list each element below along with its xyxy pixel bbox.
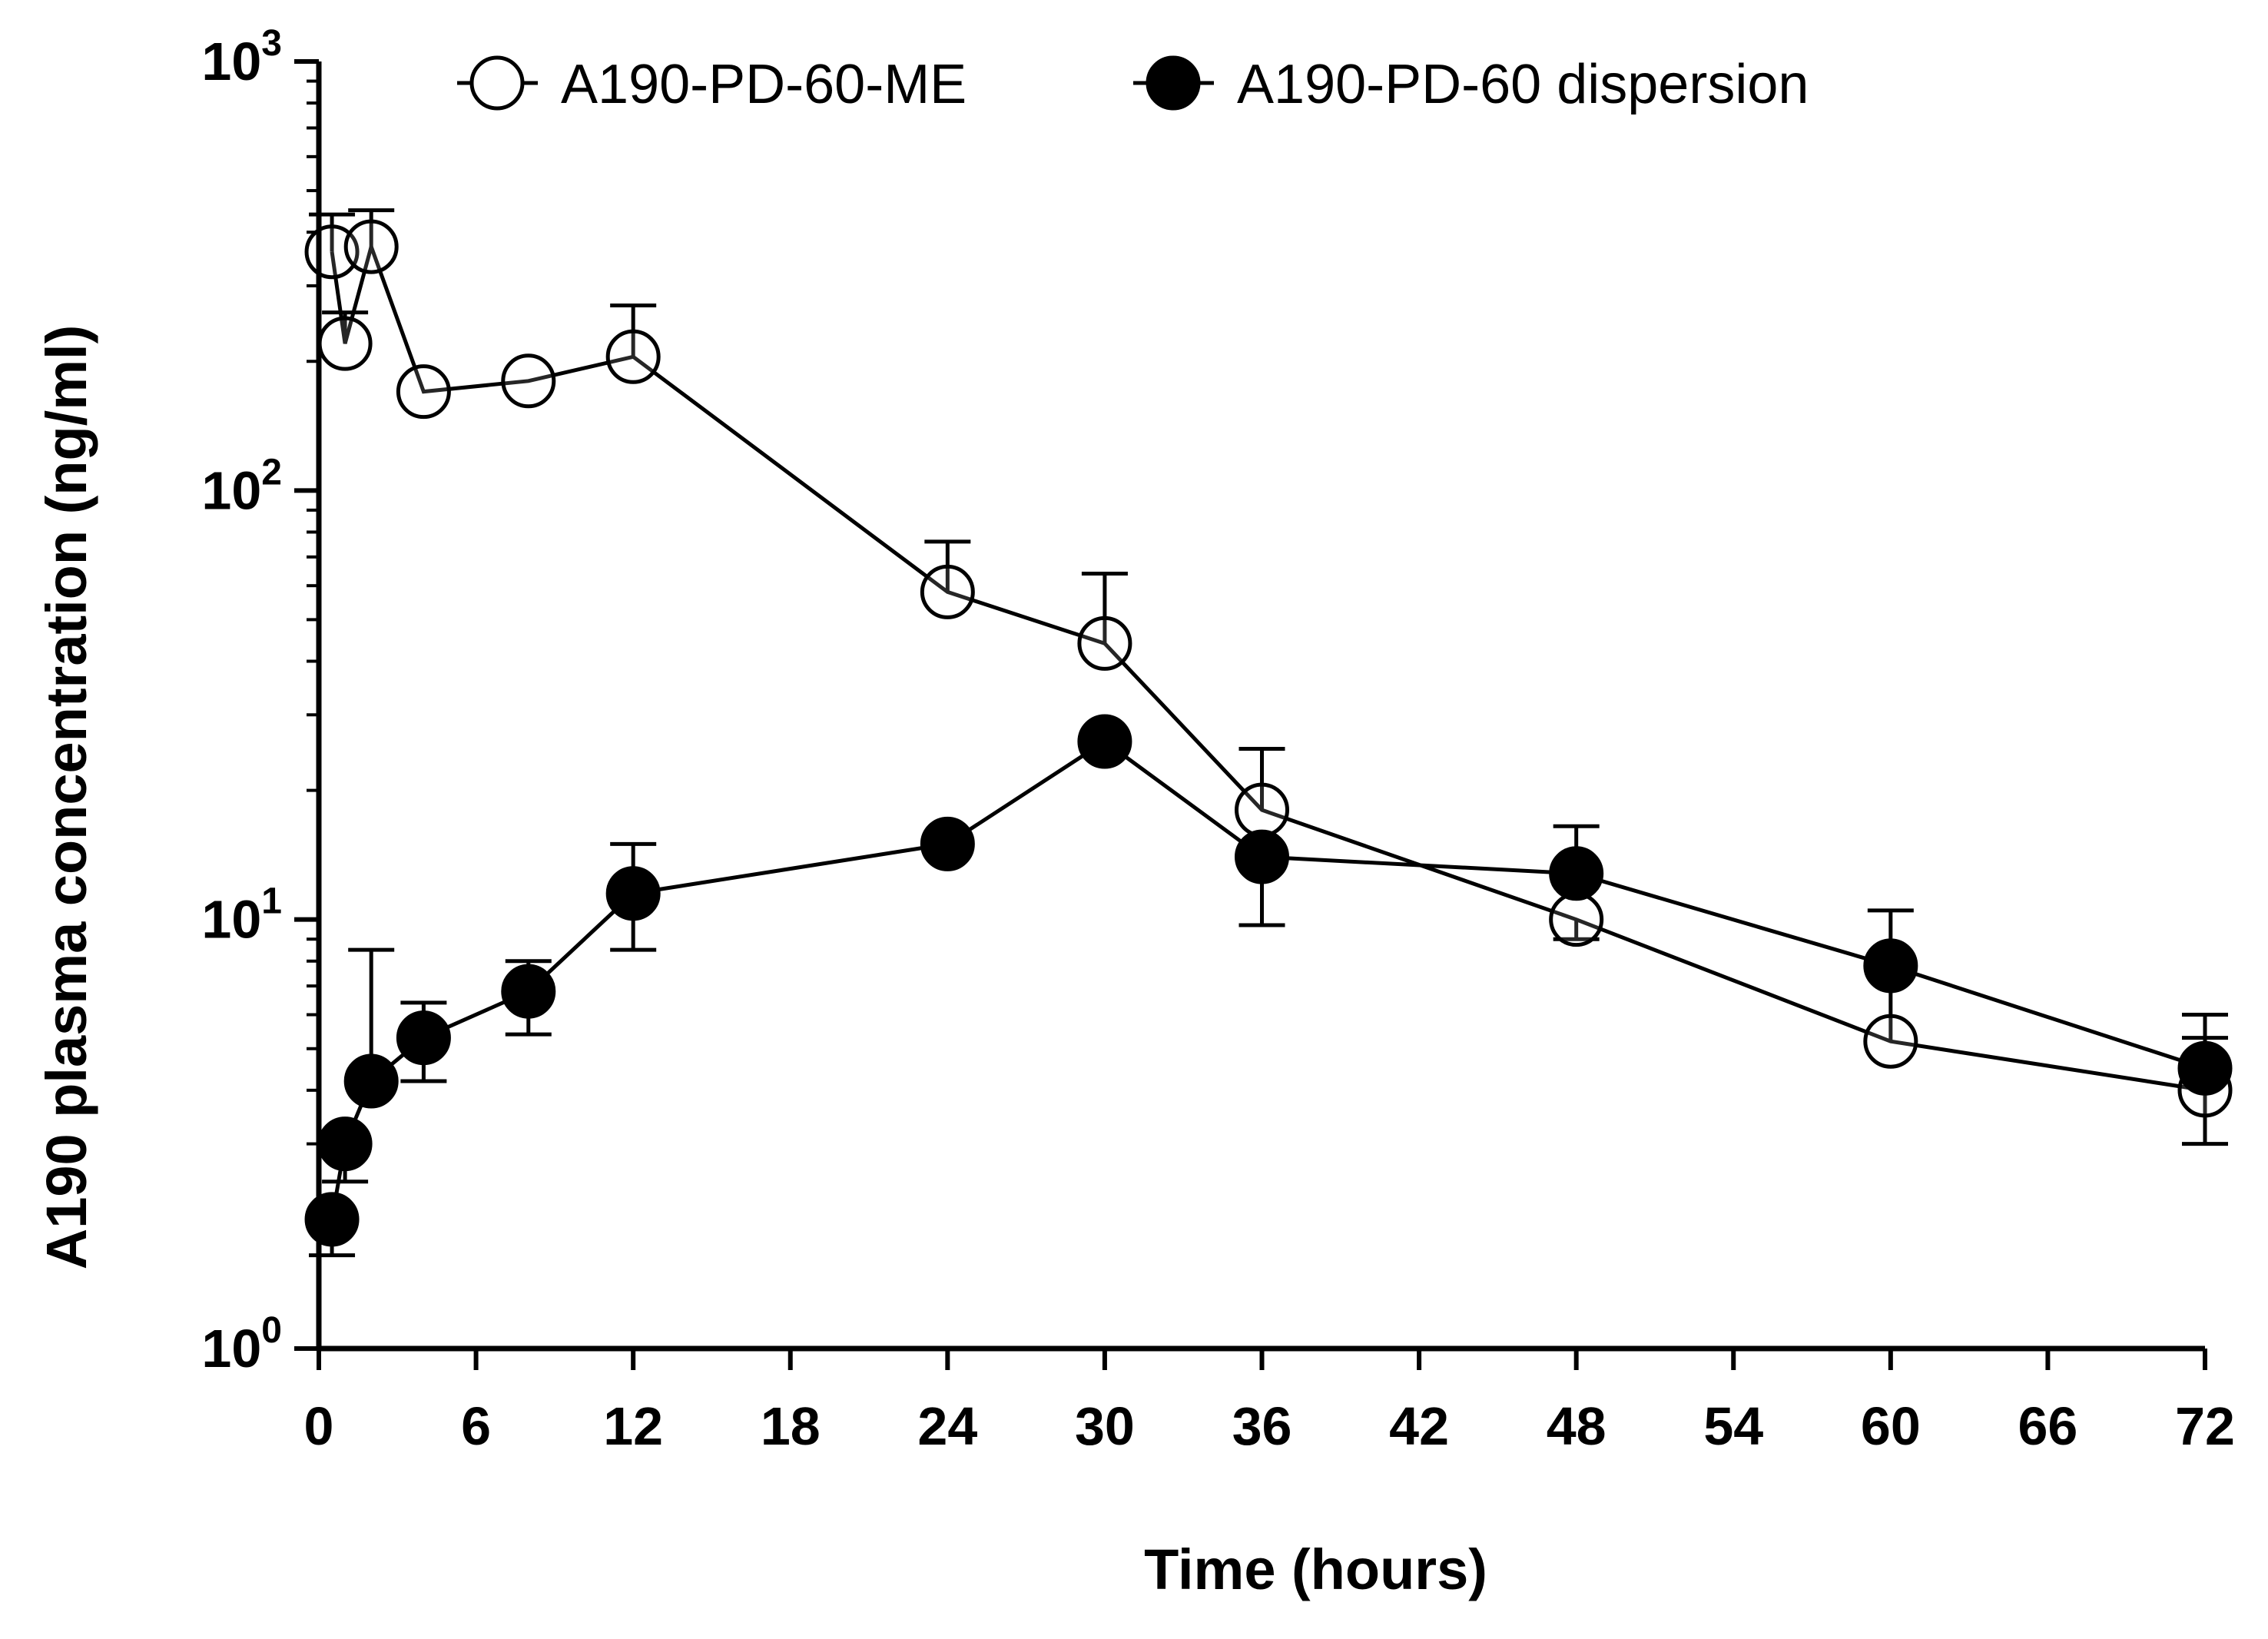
data-point-open [1549, 892, 1604, 947]
data-point-open [343, 219, 399, 274]
data-point-filled [920, 816, 975, 871]
legend-marker-open [469, 55, 525, 111]
plot-area [304, 208, 2233, 1258]
legend-label: A190-PD-60-ME [561, 54, 967, 115]
data-point-filled [396, 1010, 451, 1066]
data-point-filled [501, 964, 556, 1019]
legend-label: A190-PD-60 dispersion [1237, 54, 1809, 115]
x-tick-label: 54 [1703, 1396, 1763, 1456]
data-point-open [605, 329, 661, 384]
x-tick-label: 6 [461, 1396, 491, 1456]
x-tick-label: 42 [1389, 1396, 1449, 1456]
x-tick-label: 72 [2175, 1396, 2235, 1456]
data-point-open [501, 353, 556, 409]
x-tick-label: 18 [761, 1396, 821, 1456]
data-point-filled [343, 1053, 399, 1109]
data-point-filled [1863, 938, 1918, 994]
data-point-filled [605, 866, 661, 921]
legend-marker-filled [1146, 55, 1201, 111]
data-point-open [1863, 1014, 1918, 1069]
data-point-open [1235, 782, 1289, 838]
y-tick-label: 101 [201, 881, 282, 950]
x-tick-label: 60 [1861, 1396, 1921, 1456]
series-line [330, 240, 2206, 1093]
data-point-open [317, 316, 373, 371]
data-point-filled [1235, 829, 1289, 884]
x-tick-label: 30 [1075, 1396, 1135, 1456]
x-tick-label: 48 [1547, 1396, 1606, 1456]
legend: A190-PD-60-ME A190-PD-60 dispersion [457, 54, 1809, 115]
x-tick-label: 66 [2018, 1396, 2077, 1456]
y-tick-label: 100 [201, 1310, 282, 1379]
x-tick-label: 0 [304, 1396, 334, 1456]
y-tick-label: 102 [201, 452, 282, 520]
data-point-filled [2177, 1040, 2233, 1096]
x-axis-title: Time (hours) [1144, 1538, 1487, 1601]
axes: 0 6 12 18 24 30 36 42 48 54 60 66 72 100 101 102 103 [201, 23, 2235, 1456]
data-point-open [396, 364, 451, 420]
y-tick-label: 103 [201, 23, 282, 91]
x-tick-label: 12 [603, 1396, 663, 1456]
series-1 [304, 208, 2233, 1146]
series-2 [304, 714, 2233, 1258]
data-point-filled [1077, 714, 1132, 769]
y-axis-title: A190 plasma concentration (ng/ml) [35, 325, 98, 1270]
data-point-filled [317, 1116, 373, 1172]
data-point-filled [1549, 846, 1604, 901]
data-point-open [1077, 615, 1132, 671]
x-tick-label: 24 [917, 1396, 977, 1456]
data-point-open [920, 564, 975, 619]
x-tick-label: 36 [1232, 1396, 1292, 1456]
